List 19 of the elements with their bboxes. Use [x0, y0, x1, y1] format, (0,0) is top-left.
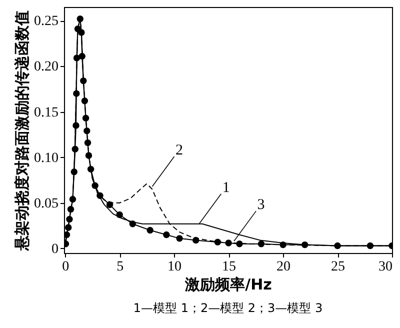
y-tick-label: 0 — [52, 242, 58, 257]
x-tick-label: 10 — [168, 260, 182, 274]
x-tick-label: 25 — [331, 260, 346, 274]
y-tick-label: 0.20 — [34, 60, 58, 75]
x-tick-label: 5 — [116, 260, 124, 274]
y-tick-label: 0.10 — [34, 150, 58, 166]
y-axis-title: 悬架动挠度对路面激励的传递函数值 — [13, 10, 31, 252]
y-tick-label: 0.25 — [34, 14, 58, 30]
x-tick-label: 15 — [222, 260, 236, 274]
text: 1—模型 1；2—模型 2；3—模型 3 — [133, 301, 323, 315]
annotation: 2 — [176, 142, 184, 158]
x-axis-title: 激励频率/Hz — [184, 276, 272, 294]
x-tick-label: 20 — [276, 260, 291, 274]
y-tick-label: 0.15 — [34, 105, 58, 120]
annotation: 1 — [222, 180, 230, 196]
y-tick-label: 0.05 — [34, 196, 58, 212]
x-tick-label: 30 — [378, 260, 392, 274]
x-tick-label: 0 — [62, 260, 70, 274]
annotation: 3 — [257, 197, 265, 214]
